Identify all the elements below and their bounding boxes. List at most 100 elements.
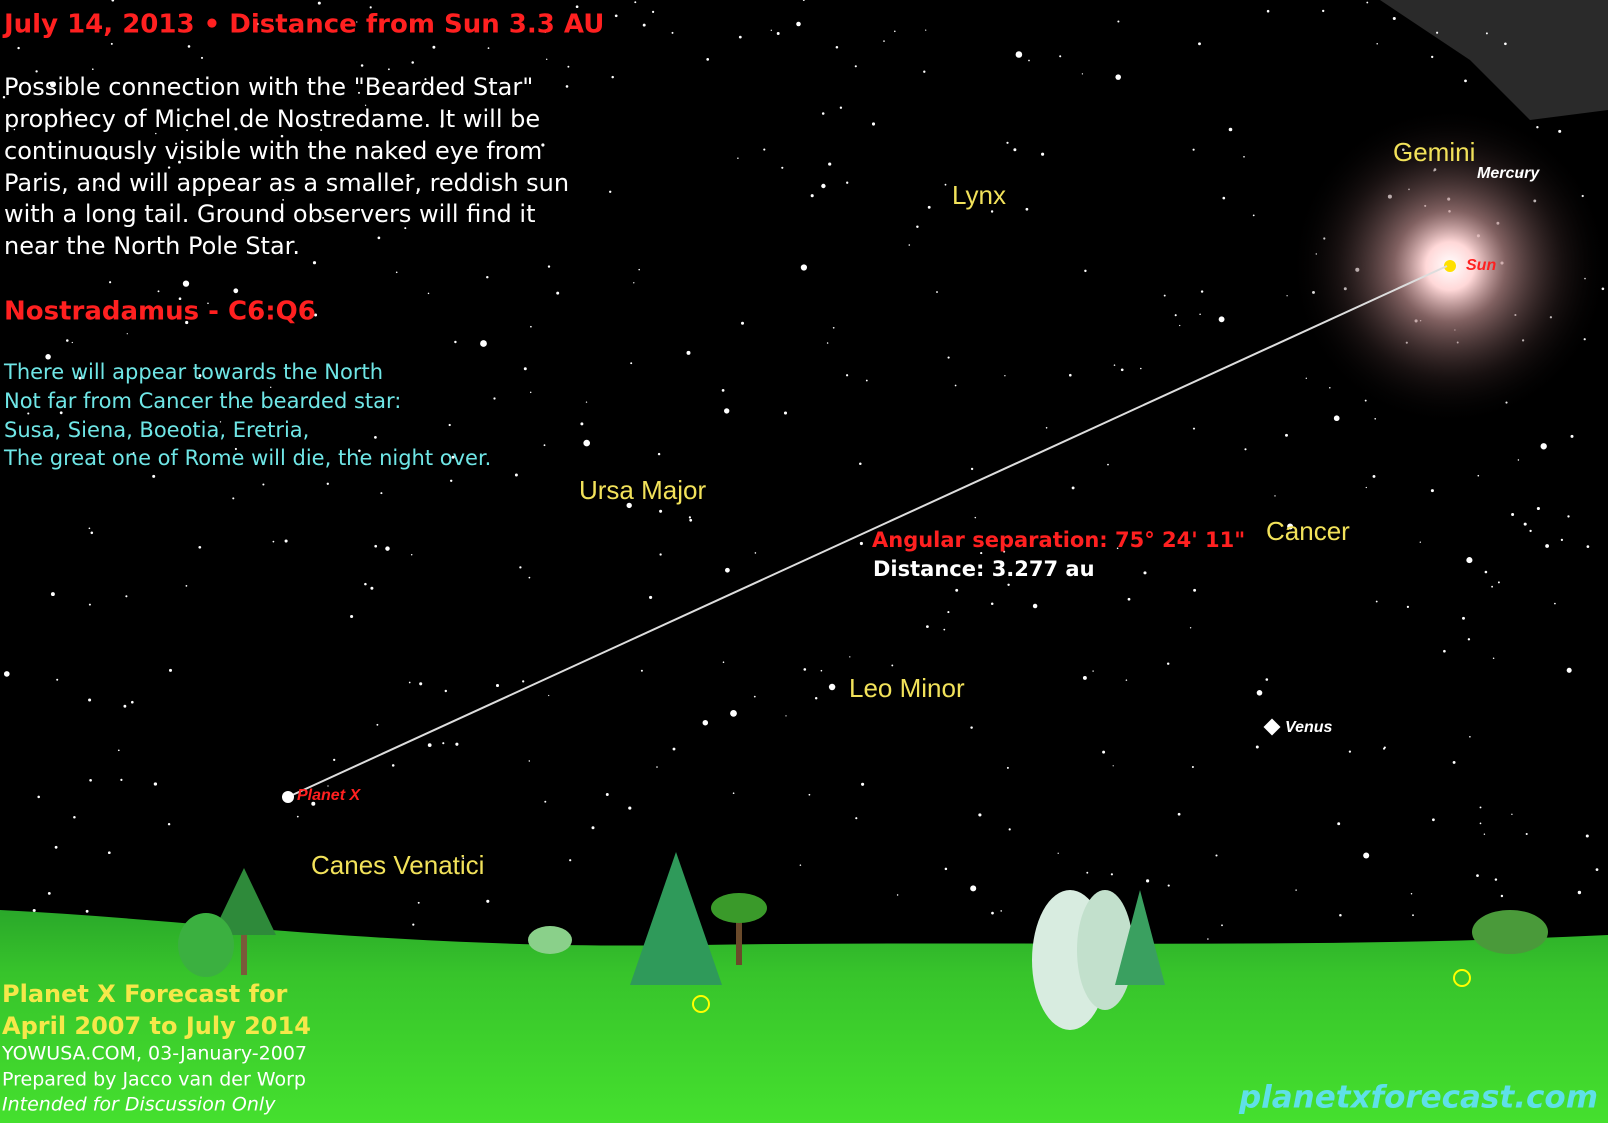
description-line: near the North Pole Star. <box>4 232 300 260</box>
star <box>1285 434 1288 437</box>
star <box>1436 32 1438 34</box>
star <box>725 568 730 573</box>
description-line: Possible connection with the "Bearded St… <box>4 73 533 101</box>
star <box>656 766 658 768</box>
star <box>980 552 982 554</box>
star <box>154 782 157 785</box>
star <box>739 36 742 39</box>
star <box>1193 589 1196 592</box>
star <box>809 794 811 796</box>
planet-x-marker <box>282 791 294 803</box>
star <box>1537 507 1540 510</box>
star <box>658 453 660 455</box>
star <box>198 546 201 549</box>
star <box>569 859 571 861</box>
star <box>936 291 938 293</box>
star <box>125 595 127 597</box>
star <box>923 71 925 73</box>
angular-separation: Angular separation: 75° 24' 11" <box>872 528 1245 552</box>
star <box>576 5 579 8</box>
star <box>1286 295 1287 296</box>
star <box>829 684 835 690</box>
star <box>233 288 238 293</box>
star <box>1092 670 1093 671</box>
star <box>1476 874 1479 877</box>
description-line: prophecy of Michel de Nostredame. It wil… <box>4 105 540 133</box>
star <box>48 892 51 895</box>
description-line: continuously visible with the naked eye … <box>4 137 542 165</box>
star <box>737 158 738 159</box>
star <box>1192 766 1194 768</box>
star <box>376 724 378 726</box>
star <box>1257 690 1263 696</box>
star <box>91 532 94 535</box>
star <box>522 680 524 682</box>
tree <box>1472 910 1548 954</box>
star <box>1480 823 1482 825</box>
star <box>1587 545 1590 548</box>
star <box>811 194 814 197</box>
star <box>86 910 89 913</box>
star <box>1072 486 1075 489</box>
star <box>445 690 447 692</box>
star <box>1128 598 1131 601</box>
star <box>926 625 929 628</box>
star <box>1143 571 1146 574</box>
star <box>1082 73 1083 74</box>
star <box>586 401 587 402</box>
star <box>803 668 806 671</box>
star <box>754 696 756 698</box>
star <box>855 817 857 819</box>
constellation-label: Ursa Major <box>579 475 706 505</box>
star <box>1084 270 1086 272</box>
star <box>1373 475 1376 478</box>
star <box>111 43 113 45</box>
star <box>127 333 128 334</box>
star <box>152 475 155 478</box>
star <box>1469 736 1471 738</box>
star <box>947 611 949 613</box>
star <box>652 11 654 13</box>
constellation-label: Gemini <box>1393 137 1475 167</box>
star <box>1485 571 1488 574</box>
star <box>1322 10 1324 12</box>
star <box>611 76 613 78</box>
star <box>1468 638 1470 640</box>
star <box>89 604 91 606</box>
star <box>1069 374 1072 377</box>
star <box>925 29 926 30</box>
distance: Distance: 3.277 au <box>873 557 1095 581</box>
star <box>1215 854 1217 856</box>
star <box>1518 459 1519 460</box>
star <box>1453 761 1456 764</box>
star <box>1480 806 1482 808</box>
star <box>855 65 857 67</box>
star <box>991 912 994 915</box>
star <box>1046 427 1048 429</box>
star <box>821 670 823 672</box>
star <box>970 885 976 891</box>
star <box>493 397 495 399</box>
star <box>449 424 451 426</box>
star <box>1007 584 1009 586</box>
star <box>270 387 271 388</box>
star <box>1201 290 1203 292</box>
sky-scene: July 14, 2013 • Distance from Sun 3.3 AU… <box>0 0 1608 1123</box>
star <box>89 527 91 529</box>
star <box>991 602 994 605</box>
star <box>333 759 335 761</box>
star <box>188 45 191 48</box>
star <box>1004 375 1005 376</box>
star <box>1561 539 1563 541</box>
star <box>1529 530 1531 532</box>
star <box>186 585 188 587</box>
star <box>630 362 632 364</box>
star <box>1111 873 1113 875</box>
star <box>1486 32 1488 34</box>
star <box>530 392 531 393</box>
star <box>544 801 546 803</box>
star <box>1253 215 1255 217</box>
star <box>37 796 40 799</box>
star <box>633 282 634 283</box>
star <box>419 682 422 685</box>
